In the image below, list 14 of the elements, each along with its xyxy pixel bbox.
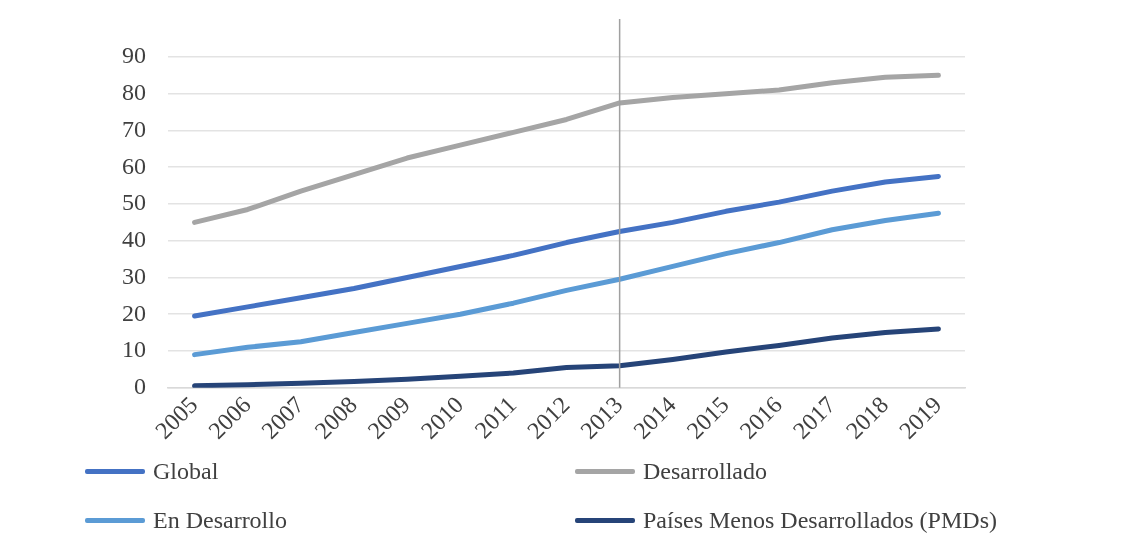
legend-label: Global [153, 458, 219, 485]
y-tick-label: 30 [122, 262, 146, 289]
y-tick-label: 80 [122, 79, 146, 106]
y-tick-label: 90 [122, 42, 146, 69]
y-tick-label: 50 [122, 189, 146, 216]
legend-label: En Desarrollo [153, 507, 287, 534]
legend-label: Países Menos Desarrollados (PMDs) [643, 507, 997, 534]
y-tick-label: 60 [122, 152, 146, 179]
y-tick-label: 70 [122, 115, 146, 142]
y-tick-label: 10 [122, 336, 146, 363]
y-tick-label: 40 [122, 226, 146, 253]
y-tick-label: 0 [134, 372, 146, 399]
y-tick-label: 20 [122, 299, 146, 326]
legend-label: Desarrollado [643, 458, 767, 485]
